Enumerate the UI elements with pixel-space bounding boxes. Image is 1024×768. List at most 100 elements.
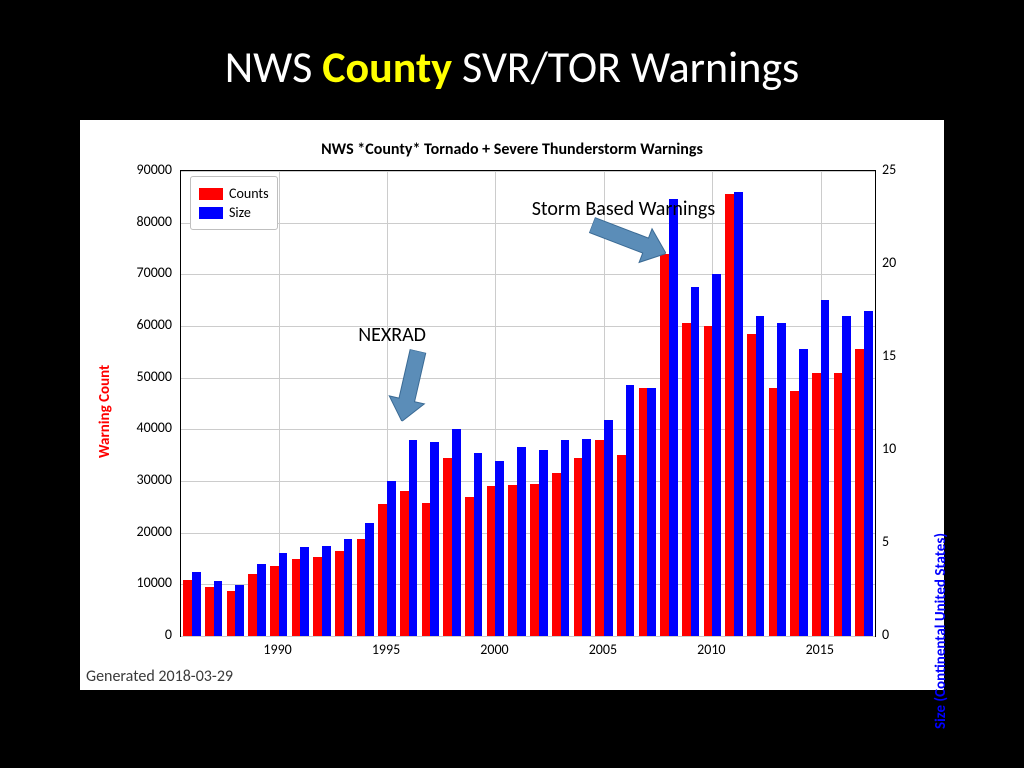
size-bar bbox=[864, 311, 873, 637]
size-bar bbox=[387, 481, 396, 636]
size-bar bbox=[842, 316, 851, 636]
gridline-h bbox=[181, 274, 875, 275]
ytick-right: 15 bbox=[882, 347, 896, 364]
ytick-right: 10 bbox=[882, 440, 896, 457]
legend-swatch bbox=[199, 207, 223, 219]
legend-item: Size bbox=[199, 204, 269, 221]
size-bar bbox=[430, 442, 439, 636]
size-bar bbox=[257, 564, 266, 636]
gridline-h bbox=[181, 171, 875, 172]
slide-title: NWS County SVR/TOR Warnings bbox=[0, 40, 1024, 94]
gridline-h bbox=[181, 636, 875, 637]
size-bar bbox=[300, 547, 309, 636]
size-bar bbox=[235, 585, 244, 636]
size-bar bbox=[734, 192, 743, 636]
title-part-1: NWS bbox=[225, 40, 323, 94]
legend-label: Size bbox=[229, 204, 251, 221]
counts-bar bbox=[183, 580, 192, 636]
legend-item: Counts bbox=[199, 185, 269, 202]
size-bar bbox=[344, 539, 353, 636]
ytick-right: 25 bbox=[882, 161, 896, 178]
size-bar bbox=[517, 447, 526, 636]
size-bar bbox=[669, 199, 678, 636]
counts-bar bbox=[639, 388, 648, 636]
xtick: 2010 bbox=[697, 641, 725, 658]
chart-panel: NWS *County* Tornado + Severe Thundersto… bbox=[80, 120, 944, 690]
counts-bar bbox=[812, 373, 821, 637]
counts-bar bbox=[443, 458, 452, 636]
title-part-2: County bbox=[322, 40, 452, 94]
gridline-h bbox=[181, 326, 875, 327]
size-bar bbox=[691, 287, 700, 636]
size-bar bbox=[712, 274, 721, 636]
size-bar bbox=[279, 553, 288, 636]
counts-bar bbox=[465, 497, 474, 637]
counts-bar bbox=[508, 485, 517, 636]
ytick-right: 5 bbox=[882, 533, 889, 550]
size-bar bbox=[409, 440, 418, 636]
size-bar bbox=[626, 385, 635, 636]
plot-area bbox=[180, 170, 876, 637]
counts-bar bbox=[422, 503, 431, 636]
counts-bar bbox=[552, 473, 561, 636]
size-bar bbox=[214, 581, 223, 636]
xtick: 2015 bbox=[806, 641, 834, 658]
counts-bar bbox=[790, 391, 799, 636]
size-bar bbox=[821, 300, 830, 636]
size-bar bbox=[474, 453, 483, 636]
ytick-left: 40000 bbox=[122, 419, 172, 436]
legend-label: Counts bbox=[229, 185, 269, 202]
ytick-left: 70000 bbox=[122, 264, 172, 281]
chart-title: NWS *County* Tornado + Severe Thundersto… bbox=[80, 140, 944, 159]
counts-bar bbox=[400, 491, 409, 636]
ytick-left: 50000 bbox=[122, 368, 172, 385]
counts-bar bbox=[530, 484, 539, 636]
counts-bar bbox=[704, 326, 713, 636]
ytick-left: 0 bbox=[122, 626, 172, 643]
size-bar bbox=[799, 349, 808, 636]
counts-bar bbox=[227, 591, 236, 636]
legend: Counts Size bbox=[190, 176, 278, 230]
size-bar bbox=[322, 546, 331, 636]
ytick-left: 10000 bbox=[122, 574, 172, 591]
size-bar bbox=[495, 461, 504, 636]
size-bar bbox=[647, 388, 656, 636]
size-bar bbox=[452, 429, 461, 636]
counts-bar bbox=[574, 458, 583, 636]
xtick: 2005 bbox=[589, 641, 617, 658]
counts-bar bbox=[855, 349, 864, 636]
ytick-right: 0 bbox=[882, 626, 889, 643]
title-part-3: SVR/TOR Warnings bbox=[452, 40, 799, 94]
ytick-right: 20 bbox=[882, 254, 896, 271]
size-bar bbox=[539, 450, 548, 636]
counts-bar bbox=[378, 504, 387, 636]
slide: NWS County SVR/TOR Warnings NWS *County*… bbox=[0, 0, 1024, 768]
counts-bar bbox=[595, 440, 604, 636]
counts-bar bbox=[270, 566, 279, 636]
size-bar bbox=[192, 572, 201, 636]
size-bar bbox=[604, 420, 613, 636]
counts-bar bbox=[292, 559, 301, 637]
counts-bar bbox=[205, 587, 214, 636]
generated-timestamp: Generated 2018-03-29 bbox=[86, 667, 233, 686]
gridline-h bbox=[181, 223, 875, 224]
ytick-left: 30000 bbox=[122, 471, 172, 488]
size-bar bbox=[365, 523, 374, 636]
counts-bar bbox=[660, 254, 669, 636]
xtick: 1995 bbox=[372, 641, 400, 658]
counts-bar bbox=[487, 486, 496, 636]
y-axis-right-label: Size (Continental United States) bbox=[932, 533, 950, 729]
legend-swatch bbox=[199, 188, 223, 200]
ytick-left: 80000 bbox=[122, 213, 172, 230]
annotation-label: NEXRAD bbox=[358, 323, 426, 347]
counts-bar bbox=[617, 455, 626, 636]
size-bar bbox=[582, 439, 591, 636]
counts-bar bbox=[747, 334, 756, 636]
counts-bar bbox=[357, 539, 366, 636]
size-bar bbox=[756, 316, 765, 636]
counts-bar bbox=[682, 323, 691, 636]
counts-bar bbox=[834, 373, 843, 637]
counts-bar bbox=[725, 194, 734, 636]
ytick-left: 90000 bbox=[122, 161, 172, 178]
gridline-h bbox=[181, 378, 875, 379]
